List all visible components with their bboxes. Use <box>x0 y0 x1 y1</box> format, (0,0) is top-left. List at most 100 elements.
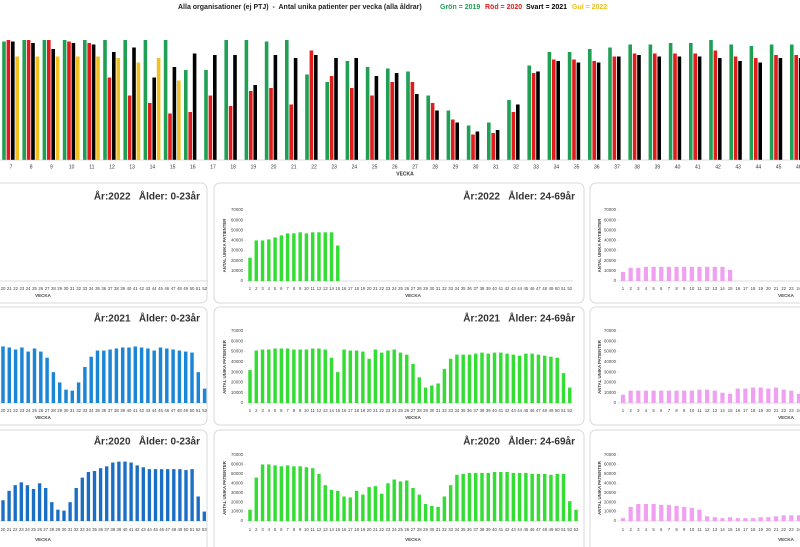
bar <box>480 472 484 521</box>
x-tick-label: 32 <box>442 527 447 532</box>
x-tick-label: 11 <box>89 164 94 170</box>
bar <box>329 489 334 521</box>
bar <box>146 348 150 403</box>
x-tick-label: 41 <box>498 527 503 532</box>
bar <box>524 472 528 521</box>
x-tick-label: 20 <box>271 164 277 170</box>
bar <box>102 350 106 403</box>
bar <box>374 76 379 160</box>
x-tick-label: 29 <box>423 408 428 413</box>
y-tick-label: 40000 <box>604 359 617 364</box>
bar <box>293 58 298 160</box>
y-tick-label: 10000 <box>231 509 244 514</box>
x-tick-label: 24 <box>797 408 800 413</box>
bar <box>248 257 252 281</box>
y-tick-label: 0 <box>614 400 617 405</box>
x-tick-label: 10 <box>304 527 309 532</box>
bar <box>492 352 497 403</box>
bar <box>163 40 168 160</box>
x-tick-label: 14 <box>329 286 334 291</box>
x-tick-label: 21 <box>373 286 378 291</box>
y-axis-label: ANTAL UNIKA PATIENTER <box>597 339 602 394</box>
x-tick-label: 14 <box>720 527 725 532</box>
bar <box>348 350 353 403</box>
bar <box>659 504 664 521</box>
bar <box>74 488 78 521</box>
bar <box>705 389 710 403</box>
bar <box>451 119 455 160</box>
x-tick-label: 10 <box>304 286 309 291</box>
bar <box>361 494 365 521</box>
x-tick-label: 43 <box>146 286 151 291</box>
x-tick-label: 48 <box>171 527 176 532</box>
x-tick-label: 28 <box>417 527 422 532</box>
x-tick-label: 23 <box>789 286 794 291</box>
bar <box>317 473 321 521</box>
x-tick-label: 45 <box>776 164 782 170</box>
x-tick-label: 46 <box>530 527 535 532</box>
x-tick-label: 9 <box>299 527 302 532</box>
legend-entry: Gul = 2022 <box>572 4 607 11</box>
bar <box>379 352 384 403</box>
bar <box>37 483 42 521</box>
bar <box>674 266 679 281</box>
x-tick-label: 38 <box>480 527 485 532</box>
x-tick-label: 31 <box>493 164 499 170</box>
x-tick-label: 19 <box>360 527 365 532</box>
x-tick-label: 24 <box>392 286 397 291</box>
bar <box>127 347 131 403</box>
bar <box>743 518 748 521</box>
x-tick-label: 20 <box>766 527 771 532</box>
x-tick-label: 26 <box>404 527 409 532</box>
x-tick-label: 51 <box>561 286 566 291</box>
y-tick-label: 30000 <box>231 369 244 374</box>
bar <box>11 41 15 160</box>
x-tick-label: 10 <box>304 408 309 413</box>
x-tick-label: 28 <box>51 408 56 413</box>
x-tick-label: 37 <box>473 527 478 532</box>
y-tick-label: 20000 <box>604 258 617 263</box>
bar <box>156 58 161 160</box>
bar <box>442 496 447 521</box>
bar <box>166 469 170 521</box>
bar <box>536 354 541 403</box>
x-tick-label: 1 <box>622 527 625 532</box>
bar <box>455 122 459 160</box>
bar <box>505 353 509 403</box>
x-tick-label: 50 <box>190 408 195 413</box>
bar <box>697 266 702 281</box>
x-tick-label: 27 <box>43 527 48 532</box>
x-tick-label: 4 <box>268 408 271 413</box>
x-tick-label: 16 <box>735 527 740 532</box>
x-tick-label: 22 <box>311 164 317 170</box>
x-tick-label: 20 <box>766 286 771 291</box>
bar <box>26 40 31 160</box>
x-tick-label: 15 <box>335 408 340 413</box>
bar <box>192 53 197 160</box>
x-tick-label: 25 <box>398 286 403 291</box>
x-tick-label: 22 <box>13 408 18 413</box>
x-tick-label: 50 <box>190 286 195 291</box>
bar <box>153 469 158 521</box>
x-tick-label: 42 <box>139 408 144 413</box>
bar <box>298 232 302 281</box>
bar <box>213 55 217 160</box>
bar <box>542 355 547 403</box>
bar <box>556 61 560 160</box>
bar <box>105 466 109 521</box>
x-tick-label: 50 <box>555 286 560 291</box>
y-tick-label: 70000 <box>231 328 244 333</box>
x-tick-label: 47 <box>536 286 541 291</box>
y-tick-label: 50000 <box>231 349 244 354</box>
x-tick-label: 8 <box>293 408 296 413</box>
bar <box>64 389 68 403</box>
bar <box>57 382 62 403</box>
x-tick-label: 19 <box>360 286 365 291</box>
x-tick-label: 50 <box>555 408 560 413</box>
x-tick-label: 4 <box>268 527 271 532</box>
y-tick-label: 40000 <box>231 480 244 485</box>
x-tick-label: 8 <box>675 286 678 291</box>
x-tick-label: 10 <box>69 164 75 170</box>
x-tick-label: 2 <box>629 286 632 291</box>
bar <box>285 465 290 521</box>
